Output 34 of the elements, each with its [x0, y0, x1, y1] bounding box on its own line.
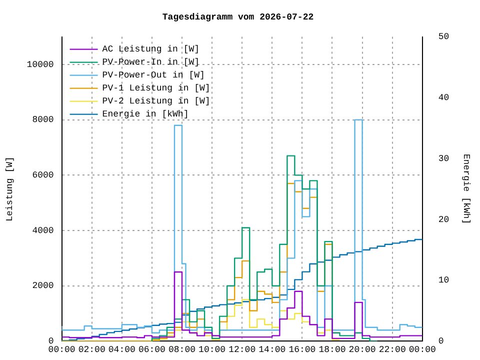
x-tick-label: 04:00	[108, 344, 136, 355]
chart-title: Tagesdiagramm vom 2026-07-22	[162, 12, 314, 23]
x-tick-label: 00:00	[408, 344, 436, 355]
y2-tick-label: 10	[438, 276, 450, 286]
x-tick-label: 16:00	[288, 344, 316, 355]
y2-tick-label: 20	[438, 214, 450, 225]
x-tick-label: 14:00	[258, 344, 286, 355]
y-axis-title: Leistung [W]	[4, 156, 15, 222]
y-tick-label: 0	[48, 336, 54, 347]
x-tick-label: 20:00	[348, 344, 376, 355]
y-tick-label: 6000	[32, 170, 54, 181]
x-tick-label: 22:00	[378, 344, 406, 355]
y2-tick-label: 40	[438, 93, 450, 104]
x-tick-label: 02:00	[78, 344, 106, 355]
y-tick-label: 10000	[26, 60, 54, 70]
y-tick-label: 8000	[32, 115, 54, 126]
x-tick-label: 18:00	[318, 344, 346, 355]
y-tick-label: 4000	[32, 226, 54, 236]
legend-label: Energie in [kWh]	[102, 110, 189, 120]
y2-tick-label: 0	[438, 336, 444, 347]
x-tick-label: 00:00	[48, 344, 76, 355]
y2-tick-label: 30	[438, 154, 450, 164]
x-tick-label: 12:00	[228, 344, 256, 355]
x-tick-label: 10:00	[198, 344, 226, 355]
legend-label: PV-Power-In in [W]	[102, 58, 200, 68]
y2-tick-label: 50	[438, 32, 450, 42]
x-tick-label: 08:00	[168, 344, 196, 355]
legend-label: PV-1 Leistung in [W]	[102, 84, 210, 94]
x-tick-label: 06:00	[138, 344, 166, 355]
legend-label: PV-Power-Out in [W]	[102, 70, 205, 81]
y2-axis-title: Energie [kWh]	[461, 154, 472, 224]
legend-label: PV-2 Leistung in [W]	[102, 96, 210, 107]
legend-label: AC Leistung in [W]	[102, 44, 200, 55]
y-tick-label: 2000	[32, 281, 54, 292]
